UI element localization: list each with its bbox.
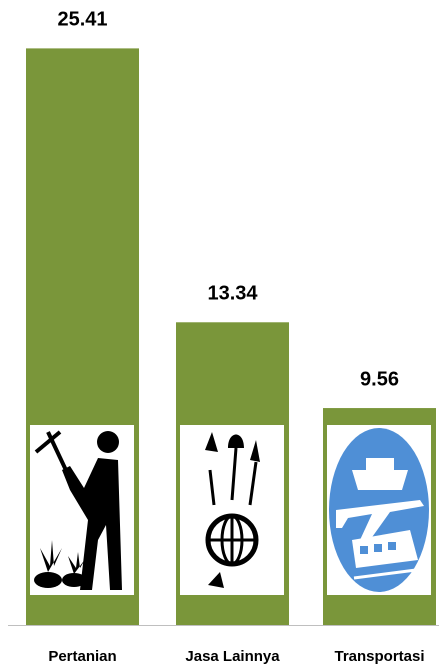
x-tick-label: Pertanian bbox=[48, 648, 116, 665]
icons bbox=[30, 425, 431, 595]
transport-icon bbox=[327, 425, 431, 595]
x-tick-label: Jasa Lainnya bbox=[185, 648, 280, 665]
value-label: 9.56 bbox=[360, 368, 399, 390]
value-label: 13.34 bbox=[207, 283, 258, 305]
services-icon bbox=[180, 425, 284, 595]
value-label: 25.41 bbox=[57, 9, 107, 31]
farmer-icon bbox=[30, 425, 134, 595]
x-tick-label: Transportasi bbox=[334, 648, 424, 665]
